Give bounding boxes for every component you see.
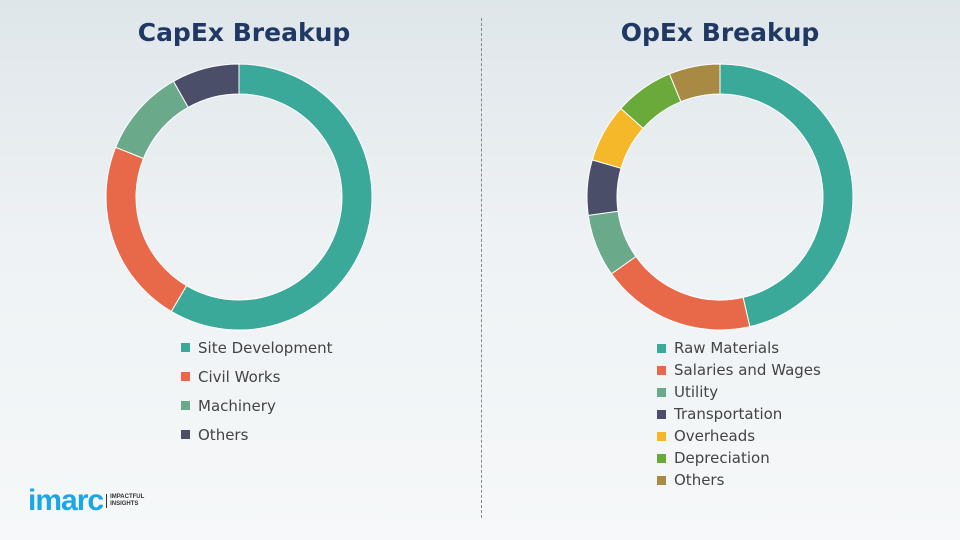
legend-swatch — [181, 430, 190, 439]
slice-site-development — [170, 63, 373, 331]
slice-others — [668, 63, 721, 103]
legend-item: Others — [657, 469, 821, 491]
legend-item: Raw Materials — [657, 337, 821, 359]
legend-swatch — [181, 343, 190, 352]
legend-label: Transportation — [674, 405, 783, 423]
legend-label: Machinery — [198, 396, 276, 415]
legend-label: Overheads — [674, 427, 756, 445]
legend-item: Machinery — [181, 391, 333, 420]
slice-others — [172, 63, 240, 109]
slice-raw-materials — [719, 63, 854, 328]
capex-legend: Site Development Civil Works Machinery Othe… — [181, 333, 333, 449]
slice-civil-works — [105, 146, 188, 313]
legend-item: Civil Works — [181, 362, 333, 391]
legend-label: Others — [198, 425, 249, 444]
legend-swatch — [657, 343, 666, 353]
slice-transportation — [586, 159, 622, 216]
legend-swatch — [657, 387, 666, 397]
legend-swatch — [181, 401, 190, 410]
legend-item: Others — [181, 420, 333, 449]
legend-swatch — [657, 453, 666, 463]
legend-label: Salaries and Wages — [674, 361, 821, 379]
legend-item: Utility — [657, 381, 821, 403]
opex-legend: Raw Materials Salaries and Wages Utility Tr… — [657, 337, 821, 491]
legend-item: Salaries and Wages — [657, 359, 821, 381]
legend-label: Utility — [674, 383, 719, 401]
legend-item: Overheads — [657, 425, 821, 447]
capex-title: CapEx Breakup — [137, 18, 351, 47]
legend-swatch — [657, 365, 666, 375]
legend-item: Depreciation — [657, 447, 821, 469]
legend-swatch — [657, 409, 666, 419]
slice-machinery — [114, 80, 189, 160]
legend-label: Others — [674, 471, 725, 489]
legend-swatch — [657, 431, 666, 441]
opex-title: OpEx Breakup — [620, 18, 820, 47]
legend-swatch — [657, 475, 666, 485]
legend-label: Civil Works — [198, 367, 281, 386]
slice-salaries-and-wages — [610, 255, 751, 331]
imarc-logo: imarc IMPACTFUL INSIGHTS — [28, 484, 145, 517]
legend-item: Transportation — [657, 403, 821, 425]
legend-label: Depreciation — [674, 449, 770, 467]
legend-label: Raw Materials — [674, 339, 780, 357]
legend-label: Site Development — [198, 338, 333, 357]
legend-swatch — [181, 372, 190, 381]
legend-item: Site Development — [181, 333, 333, 362]
divider — [481, 18, 482, 518]
